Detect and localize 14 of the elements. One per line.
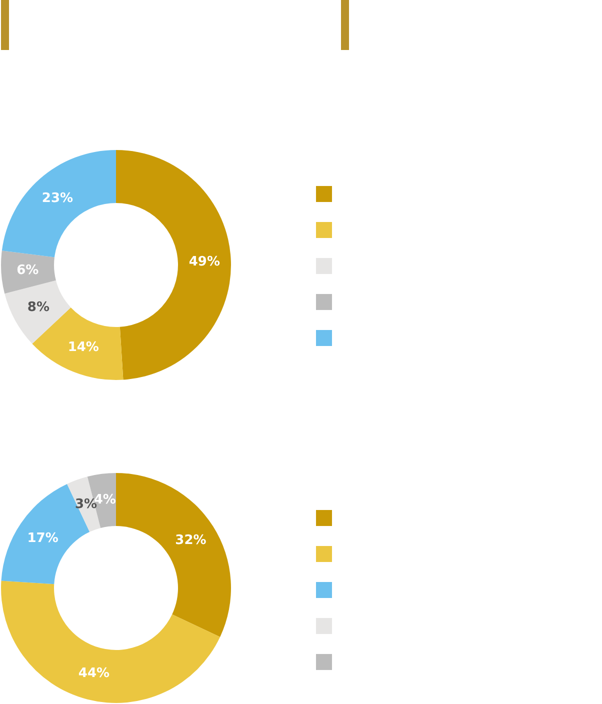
donut-slice xyxy=(4,280,71,344)
data-label: 14% xyxy=(68,340,99,355)
data-label: 44% xyxy=(78,666,110,682)
data-label: 49% xyxy=(188,254,220,270)
donut-slice xyxy=(116,150,231,380)
donut-slice xyxy=(1,580,220,703)
donut-slice xyxy=(1,250,56,294)
data-label: 32% xyxy=(175,533,206,548)
donut-slice xyxy=(116,473,231,637)
data-label: 17% xyxy=(27,530,58,546)
donut-slice xyxy=(2,150,116,258)
data-label: 23% xyxy=(42,191,74,206)
data-label: 6% xyxy=(16,263,39,278)
data-label: 8% xyxy=(27,300,50,316)
